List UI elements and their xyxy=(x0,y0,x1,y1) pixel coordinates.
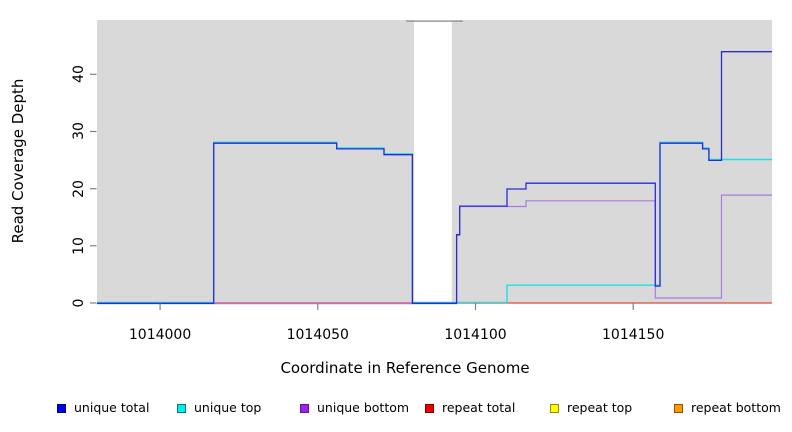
y-tick-label: 10 xyxy=(71,236,87,255)
x-tick-label: 1014000 xyxy=(128,327,192,343)
series-line-unique-total xyxy=(97,51,772,304)
y-tick-label: 30 xyxy=(71,122,87,141)
y-tick-label: 20 xyxy=(71,179,87,198)
y-axis-title: Read Coverage Depth xyxy=(9,78,27,244)
plot-background-region xyxy=(97,20,414,303)
y-tick-label: 40 xyxy=(71,65,87,84)
x-tick-label: 1014150 xyxy=(602,327,665,343)
y-tick-label: 0 xyxy=(71,298,87,308)
x-axis-title: Coordinate in Reference Genome xyxy=(280,359,530,377)
series-line-unique-top xyxy=(97,141,772,304)
x-tick-label: 1014100 xyxy=(444,327,507,343)
x-tick-label: 1014050 xyxy=(286,327,349,343)
plot-background-region xyxy=(451,20,772,303)
